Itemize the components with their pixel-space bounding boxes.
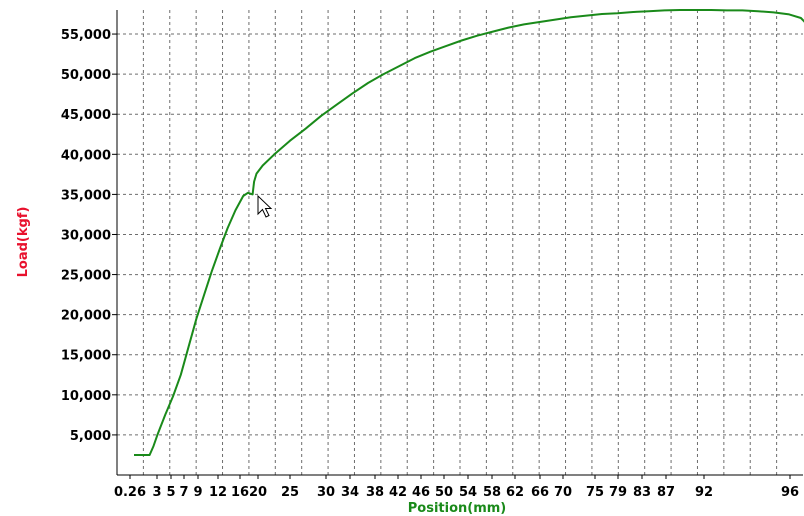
plot-background bbox=[117, 10, 803, 475]
x-tick-label: 34 bbox=[341, 485, 359, 500]
x-tick-label: 79 bbox=[609, 485, 627, 500]
y-tick-label: 55,000 bbox=[61, 28, 111, 43]
y-tick-label: 15,000 bbox=[61, 349, 111, 364]
x-tick-label: 62 bbox=[506, 485, 524, 500]
x-tick-label: 7 bbox=[179, 485, 188, 500]
x-tick-label: 54 bbox=[459, 485, 477, 500]
x-tick-label: 50 bbox=[435, 485, 453, 500]
x-tick-label: 12 bbox=[209, 485, 227, 500]
x-tick-label: 66 bbox=[531, 485, 549, 500]
x-tick-label: 30 bbox=[317, 485, 335, 500]
x-tick-label: 42 bbox=[389, 485, 407, 500]
y-axis-ticks: 5,000 10,000 15,000 20,000 25,000 30,000 35,00… bbox=[61, 28, 117, 444]
y-axis-title: Load(kgf) bbox=[16, 207, 31, 278]
x-tick-label: 75 bbox=[586, 485, 604, 500]
x-tick-label: 58 bbox=[483, 485, 501, 500]
y-tick-label: 5,000 bbox=[70, 429, 111, 444]
x-tick-label: 0.26 bbox=[114, 485, 146, 500]
series-group bbox=[134, 9, 804, 456]
y-tick-label: 20,000 bbox=[61, 309, 111, 324]
x-tick-label: 5 bbox=[166, 485, 175, 500]
grid bbox=[117, 10, 803, 475]
y-tick-label: 25,000 bbox=[61, 269, 111, 284]
x-tick-label: 83 bbox=[633, 485, 651, 500]
x-tick-label: 16 bbox=[231, 485, 249, 500]
y-tick-label: 45,000 bbox=[61, 108, 111, 123]
y-tick-label: 35,000 bbox=[61, 188, 111, 203]
y-tick-label: 40,000 bbox=[61, 148, 111, 163]
x-tick-label: 92 bbox=[695, 485, 713, 500]
x-tick-label: 25 bbox=[281, 485, 299, 500]
y-tick-label: 10,000 bbox=[61, 389, 111, 404]
x-tick-label: 87 bbox=[657, 485, 675, 500]
x-tick-label: 96 bbox=[781, 485, 799, 500]
x-tick-label: 20 bbox=[249, 485, 267, 500]
x-axis-ticks: 0.26 3 5 7 9 12 16 20 25 30 34 38 42 46 50 54 58 62 66 70 75… bbox=[114, 475, 799, 500]
x-axis-title: Position(mm) bbox=[408, 501, 506, 516]
x-tick-label: 9 bbox=[193, 485, 202, 500]
mouse-cursor-icon bbox=[257, 194, 273, 218]
y-tick-label: 50,000 bbox=[61, 68, 111, 83]
x-tick-label: 70 bbox=[554, 485, 572, 500]
x-tick-label: 46 bbox=[412, 485, 430, 500]
x-tick-label: 38 bbox=[366, 485, 384, 500]
x-tick-label: 3 bbox=[152, 485, 161, 500]
y-tick-label: 30,000 bbox=[61, 228, 111, 243]
series-line bbox=[134, 9, 804, 456]
